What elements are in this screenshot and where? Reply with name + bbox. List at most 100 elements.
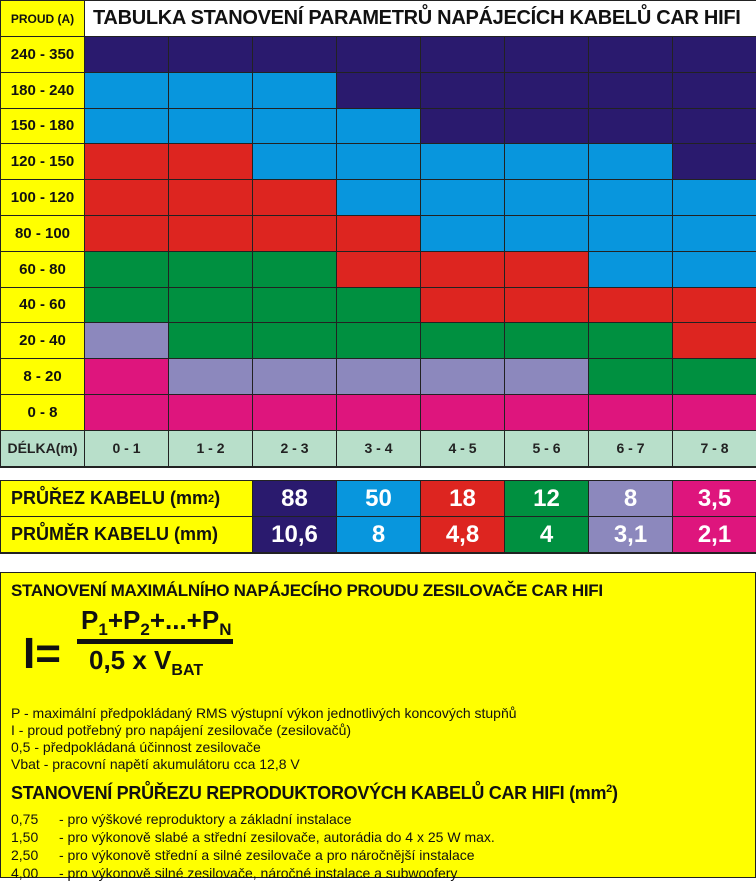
table-cell bbox=[253, 323, 337, 360]
table-cell bbox=[337, 72, 421, 109]
table-cell bbox=[253, 72, 337, 109]
spec-text: - pro výkonově střední a silné zesilovač… bbox=[59, 847, 475, 863]
spec-item: 4,00 - pro výkonově silné zesilovače, nár… bbox=[11, 864, 745, 882]
speaker-close: ) bbox=[612, 783, 618, 803]
table-cell bbox=[505, 72, 589, 109]
diameter-value: 4 bbox=[505, 517, 589, 553]
table-cell bbox=[337, 394, 421, 431]
table-cell bbox=[337, 323, 421, 360]
table-cell bbox=[589, 323, 673, 360]
table-cell bbox=[85, 359, 169, 395]
cross-value: 88 bbox=[253, 481, 337, 517]
cross-close: ) bbox=[214, 488, 221, 508]
spec-value: 4,00 bbox=[11, 865, 39, 881]
length-cell: 4 - 5 bbox=[421, 430, 505, 467]
table-cell bbox=[421, 394, 505, 431]
table-cell bbox=[253, 108, 337, 145]
table-cell bbox=[673, 108, 756, 145]
table-cell bbox=[169, 108, 253, 145]
table-cell bbox=[505, 251, 589, 288]
table-cell bbox=[337, 287, 421, 324]
speaker-sup: 2 bbox=[606, 783, 612, 795]
note: P - maximální předpokládaný RMS výstupní… bbox=[11, 705, 517, 721]
table-cell bbox=[169, 359, 253, 395]
formula-lhs: I= bbox=[23, 629, 61, 678]
cross-value: 3,5 bbox=[673, 481, 756, 517]
table-cell bbox=[673, 215, 756, 252]
table-cell bbox=[589, 37, 673, 73]
table-cell bbox=[673, 144, 756, 181]
spec-value: 2,50 bbox=[11, 847, 39, 863]
table-cell bbox=[337, 180, 421, 216]
table-cell bbox=[589, 180, 673, 216]
length-header-text: DÉLKA bbox=[7, 440, 56, 457]
table-cell bbox=[169, 323, 253, 360]
table-cell bbox=[169, 144, 253, 181]
cross-value: 8 bbox=[589, 481, 673, 517]
speaker-title-text: STANOVENÍ PRŮŘEZU REPRODUKTOROVÝCH KABEL… bbox=[11, 783, 607, 803]
table-cell bbox=[169, 72, 253, 109]
row-label: 20 - 40 bbox=[1, 323, 85, 360]
table-cell bbox=[85, 180, 169, 216]
table-cell bbox=[85, 108, 169, 145]
mid: +...+ bbox=[149, 605, 202, 635]
fraction-line bbox=[77, 639, 233, 644]
table-cell bbox=[337, 359, 421, 395]
cross-value: 18 bbox=[421, 481, 505, 517]
p: P bbox=[123, 605, 141, 635]
table-cell bbox=[253, 180, 337, 216]
spec-value: 0,75 bbox=[11, 811, 39, 827]
table-cell bbox=[85, 37, 169, 73]
spec-item: 2,50 - pro výkonově střední a silné zesil… bbox=[11, 846, 745, 864]
row-label: 180 - 240 bbox=[1, 72, 85, 109]
note: 0,5 - předpokládaná účinnost zesilovače bbox=[11, 739, 261, 755]
table-cell bbox=[253, 144, 337, 181]
diameter-value: 3,1 bbox=[589, 517, 673, 553]
s2: 2 bbox=[140, 620, 150, 640]
table-cell bbox=[589, 72, 673, 109]
spec-item: 1,50 - pro výkonově slabé a střední zesil… bbox=[11, 828, 745, 846]
table-cell bbox=[337, 108, 421, 145]
sn: N bbox=[219, 620, 232, 640]
table-cell bbox=[253, 251, 337, 288]
table-cell bbox=[505, 394, 589, 431]
p: P bbox=[81, 605, 99, 635]
current-header: PROUD (A) bbox=[1, 1, 85, 37]
table-cell bbox=[85, 287, 169, 324]
table-cell bbox=[169, 394, 253, 431]
diameter-value: 4,8 bbox=[421, 517, 505, 553]
spec-value: 1,50 bbox=[11, 829, 39, 845]
table-cell bbox=[505, 323, 589, 360]
table-cell bbox=[337, 144, 421, 181]
table-cell bbox=[421, 215, 505, 252]
length-cell: 5 - 6 bbox=[505, 430, 589, 467]
current-title: STANOVENÍ MAXIMÁLNÍHO NAPÁJECÍHO PROUDU … bbox=[11, 581, 603, 600]
length-cell: 2 - 3 bbox=[253, 430, 337, 467]
speaker-specs: 0,75 - pro výškové reproduktory a základn… bbox=[11, 810, 745, 882]
table-cell bbox=[421, 359, 505, 395]
length-cell: 0 - 1 bbox=[85, 430, 169, 467]
table-cell bbox=[589, 108, 673, 145]
table-cell bbox=[169, 37, 253, 73]
spec-text: - pro výkonově silné zesilovače, náročné… bbox=[59, 865, 458, 881]
length-cell: 3 - 4 bbox=[337, 430, 421, 467]
cross-value: 50 bbox=[337, 481, 421, 517]
table-cell bbox=[589, 287, 673, 324]
table-cell bbox=[673, 394, 756, 431]
row-label: 8 - 20 bbox=[1, 359, 85, 395]
table-cell bbox=[589, 251, 673, 288]
length-header: DÉLKA (m) bbox=[1, 430, 85, 467]
cable-table: PROUD (A) TABULKA STANOVENÍ PARAMETRŮ NA… bbox=[0, 0, 756, 468]
s1: 1 bbox=[98, 620, 108, 640]
row-label: 60 - 80 bbox=[1, 251, 85, 288]
table-cell bbox=[169, 287, 253, 324]
diameter-value: 2,1 bbox=[673, 517, 756, 553]
spec-text: - pro výkonově slabé a střední zesilovač… bbox=[59, 829, 495, 845]
table-cell bbox=[421, 37, 505, 73]
length-unit: (m) bbox=[55, 440, 78, 457]
table-cell bbox=[337, 215, 421, 252]
notes: P - maximální předpokládaný RMS výstupní… bbox=[11, 705, 745, 773]
table-cell bbox=[673, 37, 756, 73]
table-cell bbox=[505, 359, 589, 395]
row-label: 150 - 180 bbox=[1, 108, 85, 145]
